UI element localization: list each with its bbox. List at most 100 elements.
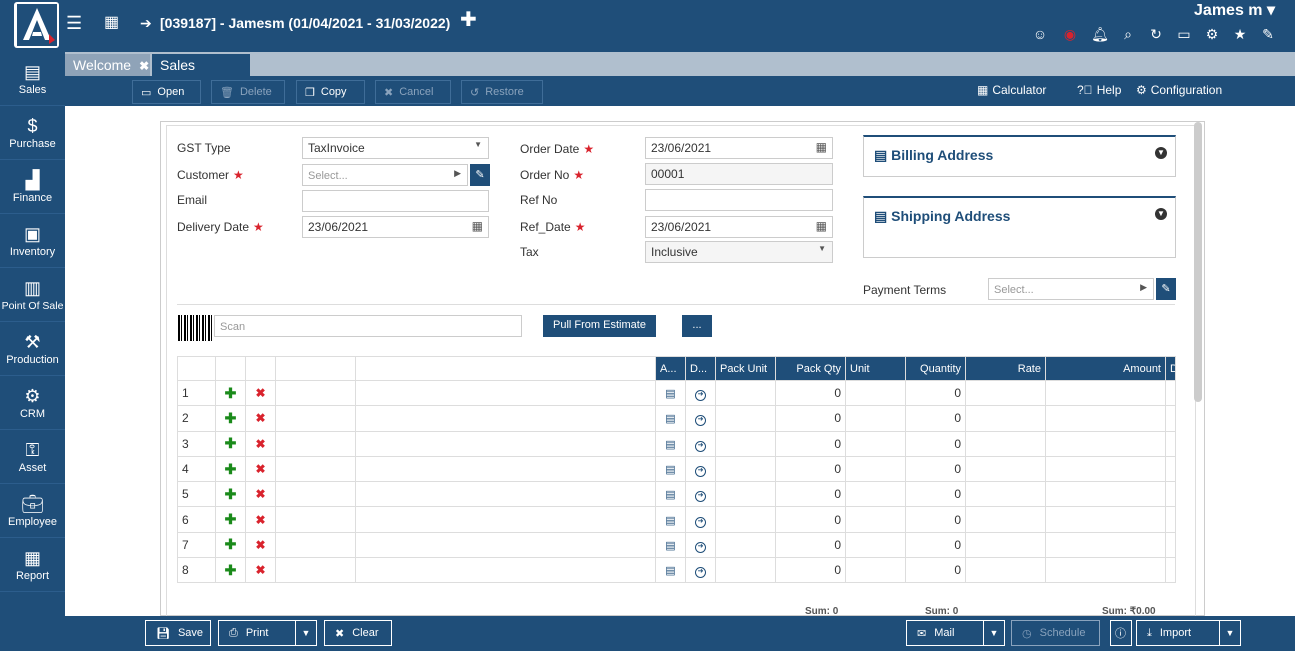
- expand-icon[interactable]: ▼: [1155, 147, 1167, 159]
- discount-cell[interactable]: [1165, 481, 1176, 508]
- delete-row-cell[interactable]: ✖: [245, 506, 276, 533]
- table-row[interactable]: 2 ✚ ✖ ▤ ➜ 0 0: [177, 405, 1176, 432]
- amount-cell[interactable]: [1045, 430, 1166, 457]
- add-row-cell[interactable]: ✚: [215, 430, 246, 457]
- bell-icon[interactable]: 🔔︎: [1091, 26, 1109, 42]
- attachment-cell[interactable]: ▤: [655, 379, 686, 407]
- details-cell[interactable]: ➜: [685, 557, 716, 584]
- amount-cell[interactable]: [1045, 506, 1166, 533]
- document-icon[interactable]: ▤: [665, 539, 676, 552]
- print-button[interactable]: ⎙ Print: [218, 620, 296, 646]
- delete-row-cell[interactable]: ✖: [245, 481, 276, 508]
- discount-cell[interactable]: [1165, 557, 1176, 584]
- document-icon[interactable]: ▤: [665, 514, 676, 527]
- pack-qty-cell[interactable]: 0: [775, 506, 846, 533]
- help-link[interactable]: ?⃝ Help: [1077, 83, 1121, 97]
- column-header-rate[interactable]: Rate: [965, 356, 1046, 381]
- attachment-cell[interactable]: ▤: [655, 481, 686, 508]
- ref-date-field[interactable]: 23/06/2021 ▦: [645, 216, 833, 238]
- attachment-cell[interactable]: ▤: [655, 430, 686, 457]
- pack-qty-cell[interactable]: 0: [775, 557, 846, 584]
- arrow-right-circle-icon[interactable]: ➜: [695, 390, 706, 402]
- quantity-cell[interactable]: 0: [905, 379, 966, 407]
- pack-qty-cell[interactable]: 0: [775, 455, 846, 483]
- item-name-cell[interactable]: [355, 455, 656, 483]
- delete-row-icon[interactable]: ✖: [255, 512, 266, 527]
- quantity-cell[interactable]: 0: [905, 506, 966, 533]
- delete-row-cell[interactable]: ✖: [245, 430, 276, 457]
- edit-payment-terms-button[interactable]: ✎: [1156, 278, 1176, 300]
- calculator-link[interactable]: ▦ Calculator: [977, 83, 1046, 97]
- row-number[interactable]: 7: [177, 531, 216, 559]
- edit-customer-button[interactable]: ✎: [470, 164, 490, 186]
- unit-cell[interactable]: [845, 531, 906, 559]
- discount-cell[interactable]: [1165, 455, 1176, 483]
- order-date-field[interactable]: 23/06/2021 ▦: [645, 137, 833, 159]
- quantity-cell[interactable]: 0: [905, 430, 966, 457]
- item-name-cell[interactable]: [355, 405, 656, 432]
- column-header-unit[interactable]: Unit: [845, 356, 906, 381]
- delete-row-icon[interactable]: ✖: [255, 462, 266, 477]
- search-icon[interactable]: ⌕: [1124, 26, 1132, 42]
- quantity-cell[interactable]: 0: [905, 557, 966, 584]
- rate-cell[interactable]: [965, 531, 1046, 559]
- support-agent-icon[interactable]: ☺: [1032, 26, 1048, 42]
- attachment-cell[interactable]: ▤: [655, 455, 686, 483]
- mail-button[interactable]: ✉ Mail: [906, 620, 984, 646]
- pack-unit-cell[interactable]: [715, 430, 776, 457]
- calendar-icon[interactable]: ▦: [815, 219, 827, 233]
- item-code-cell[interactable]: [275, 506, 356, 533]
- item-name-cell[interactable]: [355, 430, 656, 457]
- document-icon[interactable]: ▤: [665, 565, 676, 578]
- delivery-date-field[interactable]: 23/06/2021 ▦: [302, 216, 489, 238]
- pack-qty-cell[interactable]: 0: [775, 531, 846, 559]
- item-code-cell[interactable]: [275, 430, 356, 457]
- add-row-cell[interactable]: ✚: [215, 557, 246, 584]
- table-row[interactable]: 6 ✚ ✖ ▤ ➜ 0 0: [177, 506, 1176, 533]
- column-header-d[interactable]: D...: [685, 356, 716, 381]
- restore-button[interactable]: ↺ Restore: [461, 80, 543, 104]
- rate-cell[interactable]: [965, 481, 1046, 508]
- table-row[interactable]: 3 ✚ ✖ ▤ ➜ 0 0: [177, 430, 1176, 457]
- pack-qty-cell[interactable]: 0: [775, 481, 846, 508]
- quantity-cell[interactable]: 0: [905, 455, 966, 483]
- quantity-cell[interactable]: 0: [905, 405, 966, 432]
- unit-cell[interactable]: [845, 557, 906, 584]
- configuration-link[interactable]: ⚙ Configuration: [1136, 83, 1222, 97]
- row-number[interactable]: 3: [177, 430, 216, 457]
- delete-row-icon[interactable]: ✖: [255, 411, 266, 426]
- pack-qty-cell[interactable]: 0: [775, 405, 846, 432]
- item-name-cell[interactable]: [355, 481, 656, 508]
- sidebar-item-asset[interactable]: ⚿ Asset: [0, 430, 65, 484]
- discount-cell[interactable]: [1165, 379, 1176, 407]
- delete-row-cell[interactable]: ✖: [245, 379, 276, 407]
- schedule-button[interactable]: ◷ Schedule: [1011, 620, 1100, 646]
- more-button[interactable]: ...: [682, 315, 712, 337]
- table-row[interactable]: 7 ✚ ✖ ▤ ➜ 0 0: [177, 531, 1176, 559]
- pack-qty-cell[interactable]: 0: [775, 430, 846, 457]
- details-cell[interactable]: ➜: [685, 455, 716, 483]
- column-header-quantity[interactable]: Quantity: [905, 356, 966, 381]
- delete-row-icon[interactable]: ✖: [255, 537, 266, 552]
- edit-icon[interactable]: ✎: [1262, 26, 1274, 42]
- sidebar-item-crm[interactable]: ⚙ CRM: [0, 376, 65, 430]
- row-number[interactable]: 4: [177, 455, 216, 483]
- add-row-icon[interactable]: ✚: [224, 536, 237, 553]
- print-options-caret[interactable]: ▼: [295, 620, 317, 646]
- sidebar-item-production[interactable]: ⚒ Production: [0, 322, 65, 376]
- attachment-cell[interactable]: ▤: [655, 506, 686, 533]
- barcode-icon[interactable]: [178, 315, 212, 341]
- clear-button[interactable]: ✖ Clear: [324, 620, 392, 646]
- table-row[interactable]: 5 ✚ ✖ ▤ ➜ 0 0: [177, 481, 1176, 508]
- add-row-icon[interactable]: ✚: [224, 409, 237, 426]
- pack-unit-cell[interactable]: [715, 531, 776, 559]
- row-number[interactable]: 2: [177, 405, 216, 432]
- delete-row-cell[interactable]: ✖: [245, 455, 276, 483]
- table-row[interactable]: 4 ✚ ✖ ▤ ➜ 0 0: [177, 455, 1176, 483]
- document-icon[interactable]: ▤: [665, 438, 676, 451]
- email-field[interactable]: [302, 190, 489, 212]
- arrow-right-circle-icon[interactable]: ➜: [695, 440, 706, 452]
- add-row-cell[interactable]: ✚: [215, 531, 246, 559]
- payment-terms-select[interactable]: Select... ▶: [988, 278, 1154, 300]
- tab-welcome[interactable]: Welcome ✖: [65, 54, 150, 76]
